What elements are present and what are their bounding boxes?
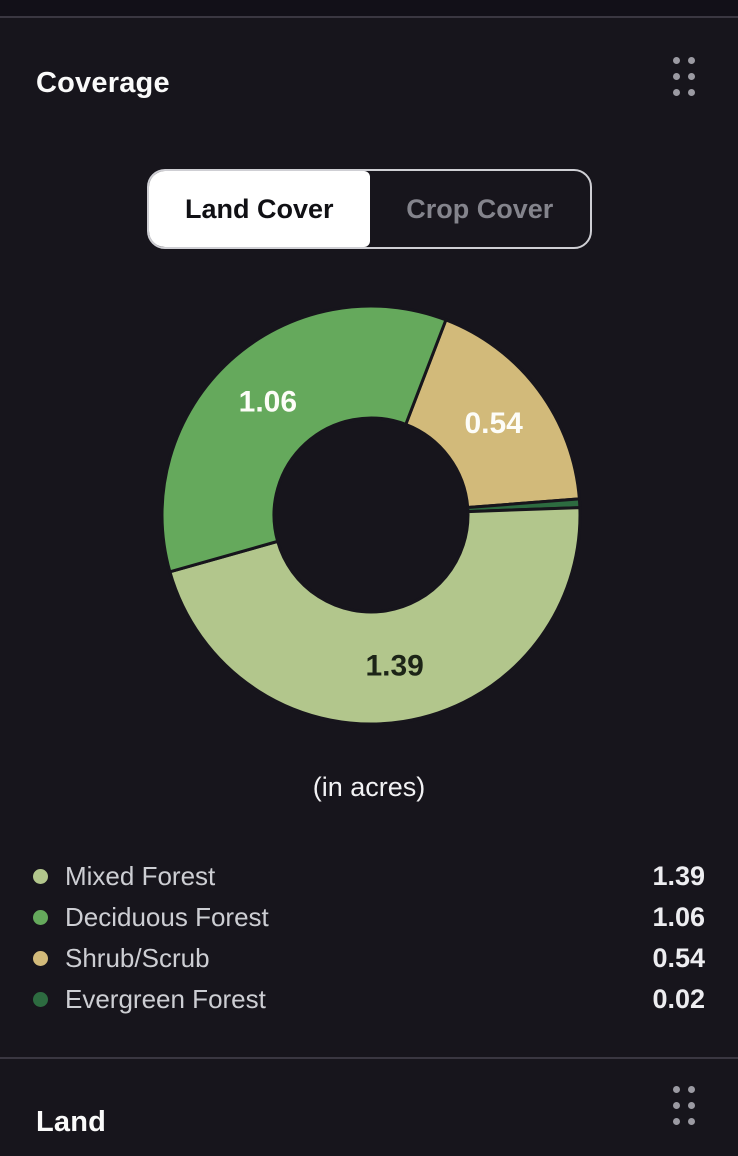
- coverage-card: Coverage Land Cover Crop Cover 0.54 1.39 1…: [0, 18, 738, 1057]
- legend-row: Evergreen Forest 0.02: [0, 979, 738, 1020]
- donut-slice-label: 1.06: [239, 385, 297, 418]
- legend-color-dot: [33, 951, 48, 966]
- donut-slice-mixed-forest[interactable]: [168, 506, 582, 726]
- legend-label: Deciduous Forest: [65, 902, 269, 932]
- donut-chart-svg: 0.54 1.39 1.06: [160, 306, 582, 726]
- toggle-crop-cover[interactable]: Crop Cover: [406, 193, 554, 224]
- drag-handle-icon[interactable]: [673, 1086, 695, 1125]
- legend-value: 0.54: [652, 943, 705, 973]
- legend-color-dot: [33, 992, 48, 1007]
- legend-label: Mixed Forest: [65, 861, 216, 891]
- land-card-title: Land: [36, 1106, 107, 1138]
- legend-label: Shrub/Scrub: [65, 943, 210, 973]
- legend-value: 0.02: [652, 984, 705, 1014]
- legend-row: Shrub/Scrub 0.54: [0, 938, 738, 979]
- land-card: Land: [0, 1059, 738, 1156]
- donut-slice-shrub-scrub[interactable]: [403, 317, 581, 510]
- donut-slice-deciduous-forest[interactable]: [160, 306, 448, 574]
- chart-units-caption: (in acres): [312, 772, 426, 802]
- drag-handle-icon[interactable]: [673, 57, 695, 96]
- divider-bottom: [0, 1057, 738, 1059]
- coverage-card-title: Coverage: [36, 67, 170, 99]
- legend-row: Deciduous Forest 1.06: [0, 897, 738, 938]
- divider-top: [0, 16, 738, 18]
- toggle-land-cover[interactable]: Land Cover: [149, 171, 370, 247]
- legend-color-dot: [33, 869, 48, 884]
- legend-value: 1.06: [652, 902, 705, 932]
- legend-color-dot: [33, 910, 48, 925]
- cover-toggle: Land Cover Crop Cover: [147, 169, 592, 249]
- legend-row: Mixed Forest 1.39: [0, 856, 738, 897]
- donut-slice-label: 1.39: [365, 650, 423, 683]
- chart-legend: Mixed Forest 1.39 Deciduous Forest 1.06 …: [0, 856, 738, 1020]
- legend-value: 1.39: [652, 861, 705, 891]
- donut-chart: 0.54 1.39 1.06: [0, 306, 738, 726]
- donut-slice-label: 0.54: [464, 407, 523, 440]
- legend-label: Evergreen Forest: [65, 984, 266, 1014]
